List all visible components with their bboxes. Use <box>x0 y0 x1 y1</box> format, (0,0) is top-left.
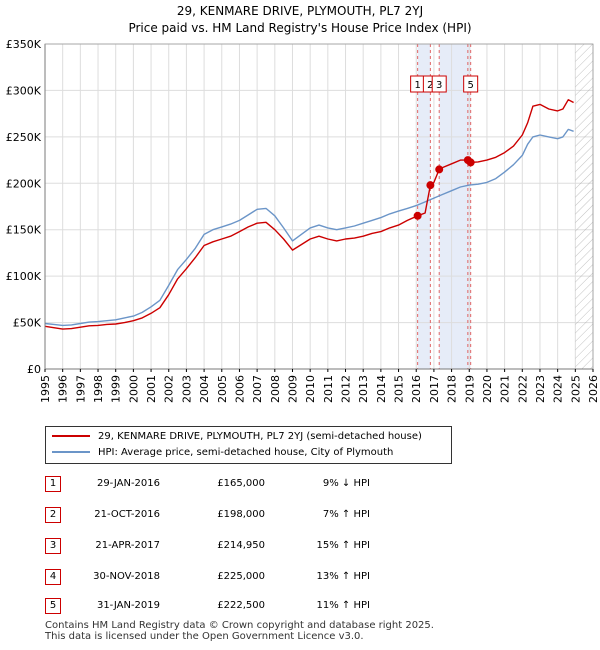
transaction-date: 21-OCT-2016 <box>94 509 160 520</box>
x-tick-label: 2026 <box>587 375 600 403</box>
footer-licence: This data is licensed under the Open Gov… <box>45 631 364 642</box>
x-tick-label: 2005 <box>216 375 229 403</box>
y-tick-label: £300K <box>6 84 42 97</box>
marker-label-text: 3 <box>436 80 442 91</box>
transaction-hpi: 11% ↑ HPI <box>316 600 370 611</box>
transaction-hpi: 9% ↓ HPI <box>322 478 370 489</box>
y-tick-label: £0 <box>27 363 41 376</box>
x-tick-label: 2008 <box>269 375 282 403</box>
x-tick-label: 2020 <box>481 375 494 403</box>
future-hatch <box>575 44 593 369</box>
plot-background <box>45 44 593 369</box>
marker-label-box <box>463 75 479 93</box>
transaction-price: £214,950 <box>217 540 265 551</box>
transaction-number: 3 <box>45 538 61 554</box>
x-tick-label: 2018 <box>446 375 459 403</box>
x-tick-label: 2009 <box>286 375 299 403</box>
transaction-hpi: 7% ↑ HPI <box>322 509 370 520</box>
x-tick-label: 2004 <box>198 375 211 403</box>
x-tick-label: 1995 <box>39 375 52 403</box>
y-tick-label: £50K <box>13 317 42 330</box>
x-tick-label: 2010 <box>304 375 317 403</box>
sale-point <box>426 181 435 190</box>
x-tick-label: 2022 <box>516 375 529 403</box>
x-tick-label: 2012 <box>340 375 353 403</box>
transaction-price: £222,500 <box>217 600 265 611</box>
x-tick-label: 2011 <box>322 375 335 403</box>
marker-label-text: 5 <box>467 80 473 91</box>
x-tick-label: 1999 <box>110 375 123 403</box>
x-tick-label: 2025 <box>569 375 582 403</box>
marker-label-box <box>431 75 447 93</box>
x-tick-label: 1997 <box>74 375 87 403</box>
marker-label-text: 1 <box>414 80 420 91</box>
shaded-range <box>439 44 471 369</box>
legend-label-property: 29, KENMARE DRIVE, PLYMOUTH, PL7 2YJ (se… <box>98 431 422 442</box>
transaction-hpi: 15% ↑ HPI <box>316 540 370 551</box>
x-tick-label: 2006 <box>233 375 246 403</box>
legend-item-hpi: HPI: Average price, semi-detached house,… <box>52 445 393 461</box>
x-tick-label: 2014 <box>375 375 388 403</box>
transaction-date: 30-NOV-2018 <box>93 571 160 582</box>
y-tick-label: £100K <box>6 270 42 283</box>
chart-subtitle: Price paid vs. HM Land Registry's House … <box>128 21 472 35</box>
legend-item-property: 29, KENMARE DRIVE, PLYMOUTH, PL7 2YJ (se… <box>52 429 422 445</box>
x-tick-label: 2003 <box>180 375 193 403</box>
transaction-number: 1 <box>45 476 61 492</box>
y-tick-label: £250K <box>6 131 42 144</box>
transaction-hpi: 13% ↑ HPI <box>316 571 370 582</box>
x-tick-label: 2007 <box>251 375 264 403</box>
transaction-number: 4 <box>45 569 61 585</box>
property-price-line <box>44 99 574 330</box>
x-tick-label: 2002 <box>163 375 176 403</box>
footer: Contains HM Land Registry data © Crown c… <box>45 620 434 642</box>
transaction-date: 21-APR-2017 <box>95 540 160 551</box>
plot-border <box>44 43 594 370</box>
transaction-price: £165,000 <box>217 478 265 489</box>
x-tick-label: 2013 <box>357 375 370 403</box>
marker-label-text: 2 <box>427 80 433 91</box>
x-tick-label: 2021 <box>499 375 512 403</box>
transaction-date: 31-JAN-2019 <box>96 600 160 611</box>
y-tick-label: £200K <box>6 177 42 190</box>
transaction-number: 5 <box>45 598 61 614</box>
x-tick-label: 2023 <box>534 375 547 403</box>
x-tick-label: 2016 <box>410 375 423 403</box>
x-tick-label: 1996 <box>57 375 70 403</box>
y-tick-label: £150K <box>6 224 42 237</box>
x-tick-label: 1998 <box>92 375 105 403</box>
transaction-price: £198,000 <box>217 509 265 520</box>
x-tick-label: 2015 <box>393 375 406 403</box>
sale-point <box>413 211 422 220</box>
legend-red-line-icon <box>52 435 90 437</box>
footer-copyright: Contains HM Land Registry data © Crown c… <box>45 620 434 631</box>
transaction-price: £225,000 <box>217 571 265 582</box>
x-tick-label: 2000 <box>127 375 140 403</box>
transaction-number: 2 <box>45 507 61 523</box>
chart-title: 29, KENMARE DRIVE, PLYMOUTH, PL7 2YJ <box>176 4 424 18</box>
legend-label-hpi: HPI: Average price, semi-detached house,… <box>98 447 394 458</box>
y-tick-label: £350K <box>6 38 42 51</box>
legend-blue-line-icon <box>52 451 90 453</box>
x-tick-label: 2017 <box>428 375 441 403</box>
x-tick-label: 2019 <box>463 375 476 403</box>
sale-point <box>435 165 444 174</box>
transaction-date: 29-JAN-2016 <box>96 478 160 489</box>
x-tick-label: 2024 <box>552 375 565 403</box>
x-tick-label: 2001 <box>145 375 158 403</box>
sale-point <box>466 158 475 167</box>
hpi-line <box>44 128 574 327</box>
legend: 29, KENMARE DRIVE, PLYMOUTH, PL7 2YJ (se… <box>45 426 452 464</box>
shaded-range <box>417 44 431 369</box>
